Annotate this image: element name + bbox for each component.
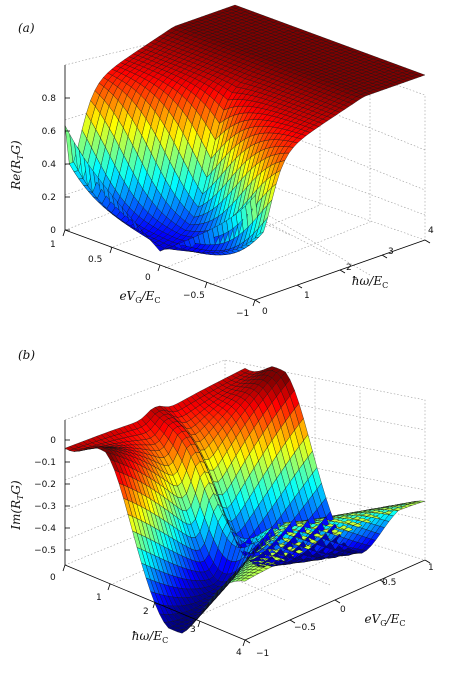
panel-b-x-tick: 3	[190, 625, 196, 635]
panel-a-surface-patch	[211, 252, 222, 256]
panel-b: (b)	[9, 348, 434, 659]
panel-a-y-tick: 0	[262, 307, 268, 317]
panel-b-z-tick: −0.5	[34, 546, 56, 556]
panel-b-y-label: eVG/EC	[364, 612, 405, 628]
panel-a-y-label: ħω/EC	[352, 274, 388, 290]
panel-a-x-tick: −0.5	[183, 291, 205, 301]
panel-b-x-tick: 2	[143, 607, 149, 617]
panel-a: (a)	[9, 4, 434, 319]
panel-b-z-tick: −0.1	[34, 458, 56, 468]
panel-b-y-tick: 0	[340, 605, 346, 615]
panel-b-z-tick: −0.4	[34, 524, 56, 534]
panel-a-x-tick: 0	[145, 273, 151, 283]
panel-a-z-tick: 0.2	[42, 193, 56, 203]
panel-b-y-tick: −0.5	[294, 623, 316, 633]
panel-b-surface-patch	[239, 577, 251, 582]
panel-b-z-label: Im(RTG)	[9, 480, 25, 531]
panel-b-x-label: ħω/EC	[132, 629, 168, 645]
panel-b-surface-patch	[176, 629, 188, 634]
panel-b-y-tick: −1	[256, 649, 269, 659]
panel-b-x-tick: 4	[236, 648, 242, 658]
panel-b-surface	[64, 366, 426, 634]
panel-b-label: (b)	[18, 348, 35, 362]
panel-b-y-tick: 1	[428, 563, 434, 573]
panel-b-y-ticks: −1 −0.5 0 0.5 1	[244, 559, 434, 659]
panel-a-z-tick: 0.6	[42, 127, 57, 137]
panel-a-y-tick: 3	[388, 247, 394, 257]
panel-a-y-ticks: 0 1 2 3 4	[254, 226, 434, 317]
panel-a-y-tick: 1	[304, 291, 310, 301]
panel-a-x-tick: −1	[236, 309, 249, 319]
panel-a-y-tick: 2	[346, 263, 352, 273]
panel-b-z-tick: 0	[50, 436, 56, 446]
panel-a-label: (a)	[18, 21, 35, 35]
panel-a-z-tick: 0.4	[42, 160, 57, 170]
panel-b-z-tick: −0.2	[34, 480, 56, 490]
panel-a-x-tick: 0.5	[88, 255, 102, 265]
panel-b-x-tick: 1	[96, 593, 102, 603]
panel-a-surface-patch	[159, 248, 170, 252]
panel-a-z-tick: 0.8	[42, 94, 57, 104]
panel-b-surface-patch	[73, 450, 84, 452]
panel-a-surface	[64, 4, 426, 256]
panel-a-z-tick: 0	[50, 226, 56, 236]
panel-b-y-tick: 0.5	[382, 578, 396, 588]
panel-a-x-tick: 1	[50, 240, 56, 250]
panel-a-x-ticks: 1 0.5 0 −0.5 −1	[50, 229, 256, 319]
panel-a-z-ticks: 0 0.2 0.4 0.6 0.8	[42, 94, 70, 236]
panel-a-x-label: eVG/EC	[119, 289, 160, 305]
panel-b-x-ticks: 0 1 2 3 4	[50, 564, 246, 658]
panel-b-x-tick: 0	[50, 573, 56, 583]
panel-a-z-label: Re(RTG)	[9, 140, 25, 191]
panel-a-y-tick: 4	[428, 226, 434, 236]
panel-b-z-tick: −0.3	[34, 502, 56, 512]
panel-b-z-ticks: 0 −0.1 −0.2 −0.3 −0.4 −0.5	[34, 436, 70, 556]
